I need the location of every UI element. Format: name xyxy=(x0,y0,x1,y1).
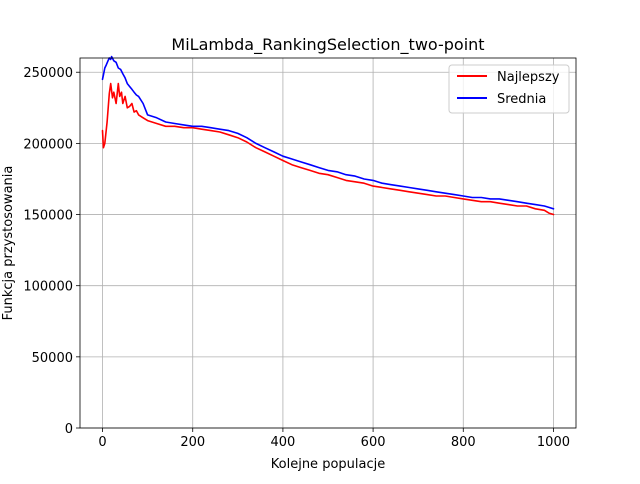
y-axis-label: Funkcja przystosowania xyxy=(1,166,16,321)
x-tick-label: 800 xyxy=(451,435,476,450)
y-tick-label: 0 xyxy=(65,422,73,437)
y-tick-label: 150000 xyxy=(23,209,73,224)
x-tick-label: 0 xyxy=(98,435,106,450)
legend-label-najlepszy: Najlepszy xyxy=(497,70,560,85)
x-axis-ticks: 0 200 400 600 800 1000 xyxy=(98,428,570,450)
series-line-najlepszy xyxy=(101,82,555,216)
x-axis-label: Kolejne populacje xyxy=(271,457,385,472)
y-tick-label: 100000 xyxy=(23,280,73,295)
y-axis-ticks: 0 50000 100000 150000 200000 250000 xyxy=(23,66,80,437)
legend: Najlepszy Srednia xyxy=(448,64,570,114)
x-tick-label: 1000 xyxy=(537,435,570,450)
y-tick-label: 50000 xyxy=(32,351,73,366)
chart-title: MiLambda_RankingSelection_two-point xyxy=(171,35,484,55)
y-tick-label: 250000 xyxy=(23,66,73,81)
y-tick-label: 200000 xyxy=(23,137,73,152)
x-tick-label: 200 xyxy=(180,435,205,450)
plot-area xyxy=(80,58,576,428)
x-tick-label: 600 xyxy=(361,435,386,450)
series-lines xyxy=(101,55,555,216)
x-tick-label: 400 xyxy=(270,435,295,450)
plot-frame xyxy=(79,57,577,429)
series-line-srednia xyxy=(101,55,555,210)
legend-label-srednia: Srednia xyxy=(497,92,546,107)
